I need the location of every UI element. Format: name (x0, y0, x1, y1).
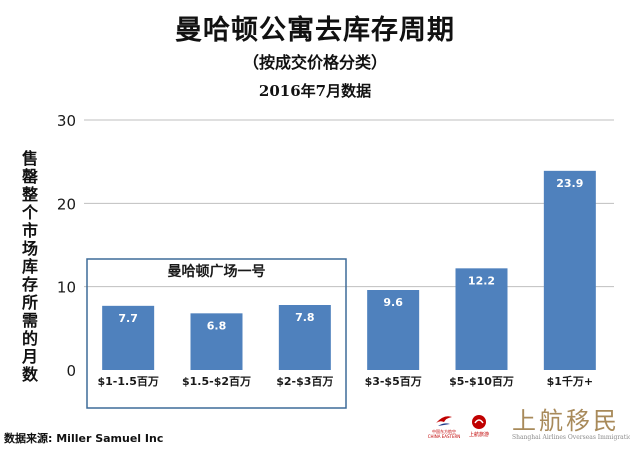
bar (190, 313, 243, 370)
bar (455, 268, 508, 370)
data-source: 数据来源: Miller Samuel Inc (4, 432, 164, 445)
x-tick-label: $1.5-$2百万 (182, 375, 251, 388)
brand-subtitle: Shanghai Airlines Overseas Immigration (512, 434, 630, 441)
bar-value-label: 6.8 (207, 319, 227, 332)
y-axis-ticks: 0 10 20 30 (57, 112, 76, 380)
bar (278, 305, 331, 370)
x-axis-ticks: $1-1.5百万 $1.5-$2百万 $2-$3百万 $3-$5百万 $5-$10百万 $… (97, 374, 593, 388)
circle-emblem-icon (472, 415, 486, 429)
data-date: 2016年7月数据 (258, 82, 372, 100)
partner-logo: 上航旅游 (462, 414, 496, 438)
chart-title: 曼哈顿公寓去库存周期 (175, 15, 455, 46)
x-tick-label: $1千万+ (547, 374, 594, 388)
data-labels: 7.7 6.8 7.8 9.6 12.2 23.9 (118, 177, 583, 333)
x-tick-label: $1-1.5百万 (97, 375, 158, 388)
bar-value-label: 9.6 (383, 296, 403, 309)
y-tick-label: 10 (57, 279, 76, 297)
y-tick-label: 0 (66, 362, 76, 380)
brand-name: 上航移民 (512, 407, 620, 435)
bar (367, 290, 420, 370)
x-tick-label: $3-$5百万 (365, 375, 422, 388)
chart-subtitle: （按成交价格分类） (242, 53, 387, 72)
brand-logo: 上航移民 Shanghai Airlines Overseas Immigrat… (512, 408, 630, 441)
china-eastern-name-en: CHINA EASTERN (427, 434, 461, 439)
y-tick-label: 20 (57, 195, 76, 213)
highlight-label: 曼哈顿广场一号 (168, 263, 266, 280)
bar-value-label: 12.2 (468, 274, 495, 287)
bar-value-label: 23.9 (556, 177, 583, 190)
x-tick-label: $5-$10百万 (449, 375, 514, 388)
x-tick-label: $2-$3百万 (276, 375, 333, 388)
bar-value-label: 7.8 (295, 311, 315, 324)
china-eastern-name: 中国东方航空 (432, 429, 456, 434)
bar (543, 170, 596, 370)
china-eastern-logo: 中国东方航空 CHINA EASTERN (425, 414, 463, 439)
bar (102, 305, 155, 370)
y-axis-label: 售罄整个市场库存所需的月数 (22, 149, 39, 384)
partner-name: 上航旅游 (468, 432, 489, 438)
y-tick-label: 30 (57, 112, 76, 130)
bar-value-label: 7.7 (118, 312, 138, 325)
bars (102, 170, 596, 370)
swallow-icon (436, 416, 452, 426)
gridlines (84, 119, 614, 288)
highlight-box (86, 258, 347, 409)
